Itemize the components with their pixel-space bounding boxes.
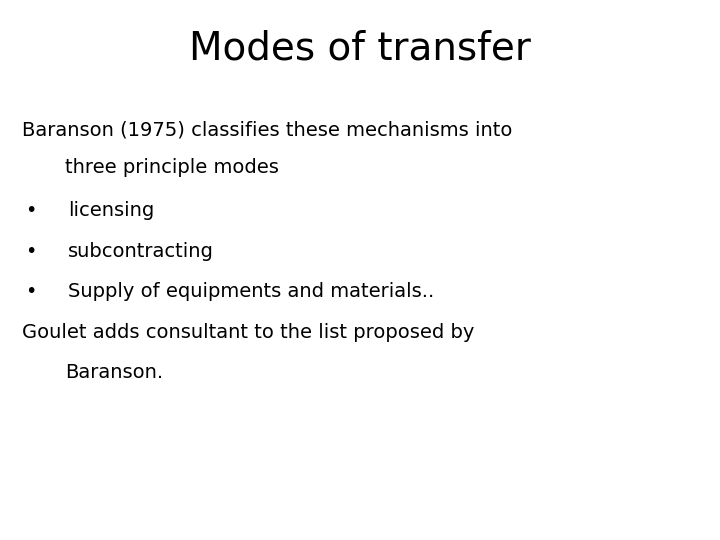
- Text: Baranson (1975) classifies these mechanisms into: Baranson (1975) classifies these mechani…: [22, 120, 512, 139]
- Text: three principle modes: three principle modes: [65, 158, 279, 177]
- Text: •: •: [25, 282, 37, 301]
- Text: •: •: [25, 201, 37, 220]
- Text: licensing: licensing: [68, 201, 155, 220]
- Text: Baranson.: Baranson.: [65, 363, 163, 382]
- Text: Modes of transfer: Modes of transfer: [189, 30, 531, 68]
- Text: subcontracting: subcontracting: [68, 241, 215, 261]
- Text: Supply of equipments and materials..: Supply of equipments and materials..: [68, 282, 435, 301]
- Text: Goulet adds consultant to the list proposed by: Goulet adds consultant to the list propo…: [22, 322, 474, 342]
- Text: •: •: [25, 241, 37, 261]
